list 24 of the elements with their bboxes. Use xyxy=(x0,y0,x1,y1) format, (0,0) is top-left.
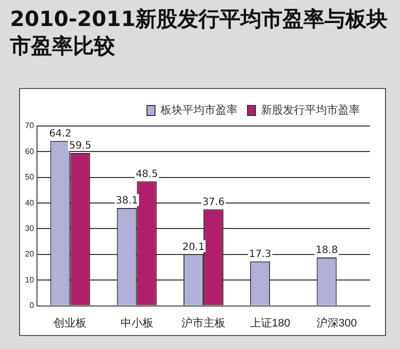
legend-label: 新股发行平均市盈率 xyxy=(261,104,360,117)
x-tick-label: 沪深300 xyxy=(316,316,357,330)
y-tick-label: 30 xyxy=(24,224,34,233)
data-label: 20.1 xyxy=(182,242,205,253)
data-label: 48.5 xyxy=(136,168,158,180)
x-tick-label: 上证180 xyxy=(250,316,290,330)
data-label: 37.6 xyxy=(202,196,225,208)
data-label: 18.8 xyxy=(316,245,338,256)
x-tick-label: 沪市主板 xyxy=(181,316,226,330)
x-tick-label: 创业板 xyxy=(54,316,87,330)
data-label: 17.3 xyxy=(248,248,272,260)
data-label: 59.5 xyxy=(69,140,92,152)
x-tick-label: 中小板 xyxy=(120,316,154,330)
y-tick-label: 40 xyxy=(24,198,34,208)
y-tick-label: 50 xyxy=(24,172,34,182)
y-tick-label: 0 xyxy=(29,301,34,310)
y-tick-label: 70 xyxy=(24,121,34,130)
data-label: 64.2 xyxy=(49,128,72,140)
y-tick-label: 60 xyxy=(24,146,34,156)
data-label: 38.1 xyxy=(116,196,138,207)
legend-label: 板块平均市盈率 xyxy=(160,104,238,117)
y-tick-label: 20 xyxy=(24,250,34,259)
chart-title: 2010-2011新股发行平均市盈率与板块市盈率比较 xyxy=(10,6,389,60)
y-tick-label: 10 xyxy=(24,275,34,284)
